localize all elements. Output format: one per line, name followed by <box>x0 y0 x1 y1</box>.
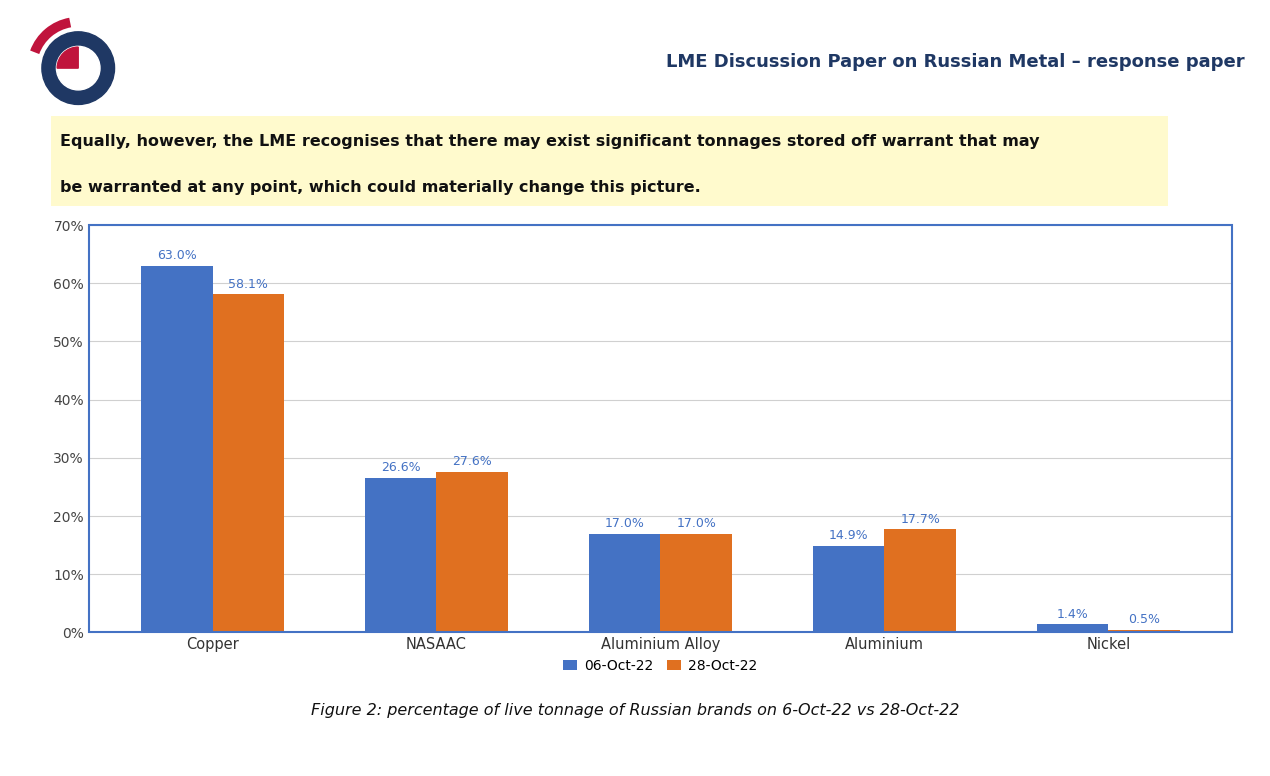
Text: 58.1%: 58.1% <box>229 278 268 291</box>
Bar <box>364 478 437 632</box>
Text: 17.0%: 17.0% <box>677 517 716 530</box>
Bar <box>589 534 660 632</box>
FancyBboxPatch shape <box>51 116 1168 206</box>
Text: Figure 2: percentage of live tonnage of Russian brands on 6-Oct-22 vs 28-Oct-22: Figure 2: percentage of live tonnage of … <box>311 703 959 719</box>
Text: be warranted at any point, which could materially change this picture.: be warranted at any point, which could m… <box>60 180 701 196</box>
Bar <box>813 546 884 632</box>
Text: 14.9%: 14.9% <box>829 529 869 542</box>
Legend: 06-Oct-22, 28-Oct-22: 06-Oct-22, 28-Oct-22 <box>558 653 763 678</box>
Text: 27.6%: 27.6% <box>452 456 493 469</box>
Bar <box>141 266 212 632</box>
Bar <box>660 534 732 632</box>
Text: Equally, however, the LME recognises that there may exist significant tonnages s: Equally, however, the LME recognises tha… <box>60 134 1039 149</box>
Text: 26.6%: 26.6% <box>381 461 420 474</box>
Circle shape <box>42 32 114 105</box>
Text: 17.7%: 17.7% <box>900 513 940 526</box>
Bar <box>1036 624 1109 632</box>
Text: 63.0%: 63.0% <box>156 249 197 262</box>
Bar <box>437 472 508 632</box>
Circle shape <box>56 47 100 90</box>
Text: LME Discussion Paper on Russian Metal – response paper: LME Discussion Paper on Russian Metal – … <box>665 53 1245 71</box>
Bar <box>212 294 284 632</box>
Text: 0.5%: 0.5% <box>1128 613 1160 626</box>
Text: 17.0%: 17.0% <box>605 517 644 530</box>
Bar <box>884 529 956 632</box>
Bar <box>1109 629 1180 632</box>
Wedge shape <box>57 47 79 68</box>
Text: 1.4%: 1.4% <box>1057 608 1088 621</box>
